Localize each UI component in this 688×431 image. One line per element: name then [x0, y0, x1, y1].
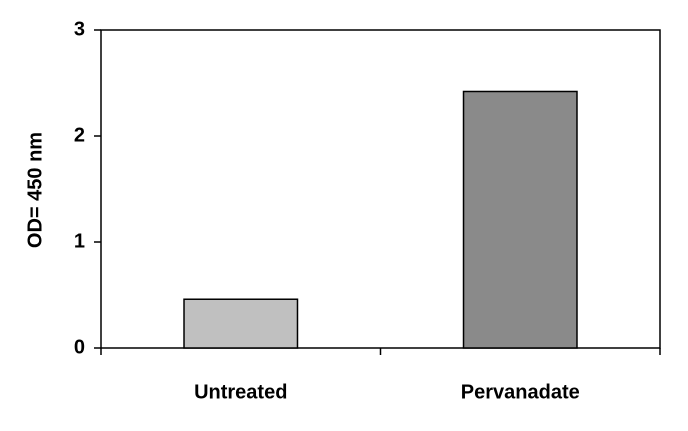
bar	[183, 298, 299, 349]
y-tick-label: 0	[74, 336, 85, 358]
y-axis-label: OD= 450 nm	[24, 132, 46, 248]
bar	[462, 90, 578, 349]
x-tick-label: Pervanadate	[461, 381, 580, 403]
x-tick-label: Untreated	[194, 381, 287, 403]
y-tick-label: 3	[74, 18, 85, 40]
y-tick-label: 1	[74, 230, 85, 252]
y-tick-label: 2	[74, 124, 85, 146]
